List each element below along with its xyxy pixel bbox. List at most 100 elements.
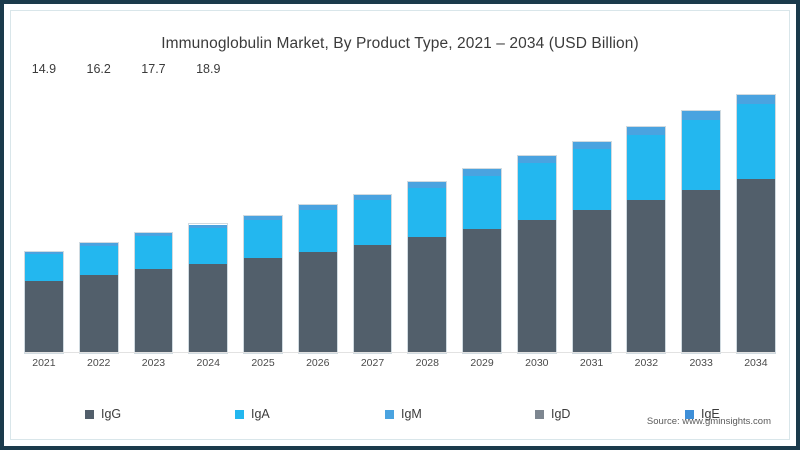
bar-segment-IgM[interactable] xyxy=(25,251,63,254)
bar-segment-IgG[interactable] xyxy=(682,189,721,353)
bar-group-2032[interactable] xyxy=(627,81,666,353)
bar-segment-IgA[interactable] xyxy=(408,188,447,237)
stacked-bar[interactable] xyxy=(572,141,611,353)
bar-segment-IgG[interactable] xyxy=(627,200,666,353)
bar-segment-IgM[interactable] xyxy=(134,232,173,237)
bar-segment-IgA[interactable] xyxy=(79,245,118,276)
chart-legend: IgG IgA IgM IgD IgE xyxy=(25,403,775,425)
x-tick-2021: 2021 xyxy=(32,357,56,369)
bar-group-2024[interactable]: 18.9 xyxy=(189,62,228,353)
bar-segment-IgG[interactable] xyxy=(25,280,63,353)
bar-segment-IgA[interactable] xyxy=(463,176,501,229)
source-attribution: Source: www.gminsights.com xyxy=(646,416,771,427)
stacked-bar[interactable] xyxy=(353,194,392,353)
bar-value-label: 17.7 xyxy=(141,62,166,76)
bar-segment-IgM[interactable] xyxy=(408,182,447,189)
stacked-bar[interactable] xyxy=(463,169,501,353)
bar-segment-IgM[interactable] xyxy=(189,224,228,228)
stacked-bar[interactable] xyxy=(25,251,63,353)
bar-segment-IgM[interactable] xyxy=(572,141,611,150)
stacked-bar[interactable] xyxy=(298,205,337,353)
stacked-bar[interactable] xyxy=(244,215,282,353)
x-tick-2029: 2029 xyxy=(470,357,494,369)
bar-segment-IgA[interactable] xyxy=(244,219,282,259)
bar-value-label: 18.9 xyxy=(196,62,221,76)
bar-segment-IgG[interactable] xyxy=(189,263,228,353)
bar-group-2027[interactable] xyxy=(353,81,392,353)
bar-series-container: 14.9 16.2 17.7 18.9 xyxy=(25,62,775,353)
stacked-bar[interactable] xyxy=(682,110,721,353)
bar-segment-IgG[interactable] xyxy=(244,258,282,353)
bar-group-2031[interactable] xyxy=(572,81,611,353)
bar-segment-IgA[interactable] xyxy=(736,104,775,179)
bar-segment-IgG[interactable] xyxy=(408,236,447,353)
bar-segment-IgG[interactable] xyxy=(353,244,392,353)
bar-group-2034[interactable] xyxy=(736,81,775,353)
legend-swatch-icon xyxy=(535,409,544,419)
bar-segment-IgG[interactable] xyxy=(134,269,173,353)
x-tick-2026: 2026 xyxy=(306,357,330,369)
bar-segment-IgG[interactable] xyxy=(736,178,775,353)
bar-segment-IgG[interactable] xyxy=(463,228,501,353)
bar-segment-IgM[interactable] xyxy=(353,194,392,201)
bar-segment-IgA[interactable] xyxy=(353,200,392,245)
bar-group-2030[interactable] xyxy=(517,81,556,353)
bar-group-2029[interactable] xyxy=(463,81,501,353)
bar-segment-IgM[interactable] xyxy=(517,155,556,164)
x-tick-2023: 2023 xyxy=(141,357,166,369)
bar-group-2028[interactable] xyxy=(408,81,447,353)
stacked-bar[interactable] xyxy=(79,242,118,353)
x-tick-2031: 2031 xyxy=(579,357,604,369)
stacked-bar[interactable] xyxy=(736,94,775,353)
bar-segment-IgM[interactable] xyxy=(682,110,721,120)
bar-segment-IgG[interactable] xyxy=(572,209,611,353)
bar-segment-IgM[interactable] xyxy=(298,205,337,211)
bar-segment-IgM[interactable] xyxy=(79,242,118,246)
bar-segment-IgA[interactable] xyxy=(517,163,556,220)
bar-group-2026[interactable] xyxy=(298,81,337,353)
legend-swatch-icon xyxy=(235,409,244,419)
bar-segment-IgA[interactable] xyxy=(682,119,721,190)
bar-segment-IgA[interactable] xyxy=(134,236,173,270)
bar-segment-IgA[interactable] xyxy=(572,149,611,210)
bar-value-label: 14.9 xyxy=(31,62,57,76)
legend-item-IgE[interactable]: IgE xyxy=(625,407,775,421)
bar-segment-IgM[interactable] xyxy=(736,94,775,105)
legend-swatch-icon xyxy=(685,409,694,419)
legend-item-IgD[interactable]: IgD xyxy=(475,407,625,421)
legend-item-IgA[interactable]: IgA xyxy=(175,407,325,421)
x-axis-line xyxy=(25,352,775,353)
bar-group-2033[interactable] xyxy=(682,81,721,353)
plot-area: 14.9 16.2 17.7 18.9 xyxy=(25,62,775,353)
stacked-bar[interactable] xyxy=(517,155,556,353)
legend-item-IgG[interactable]: IgG xyxy=(25,407,175,421)
bar-segment-IgG[interactable] xyxy=(298,251,337,353)
bar-group-2023[interactable]: 17.7 xyxy=(134,62,173,353)
bar-segment-IgM[interactable] xyxy=(244,215,282,220)
bar-segment-IgA[interactable] xyxy=(627,134,666,201)
legend-label: IgG xyxy=(101,407,122,421)
x-tick-2030: 2030 xyxy=(525,357,549,369)
bar-group-2021[interactable]: 14.9 xyxy=(25,62,63,353)
bar-segment-IgM[interactable] xyxy=(463,169,501,177)
legend-item-IgM[interactable]: IgM xyxy=(325,407,475,421)
bar-group-2022[interactable]: 16.2 xyxy=(79,62,118,353)
bar-segment-IgM[interactable] xyxy=(627,126,666,135)
bar-segment-IgA[interactable] xyxy=(189,227,228,264)
legend-swatch-icon xyxy=(385,409,394,419)
bar-value-label: 16.2 xyxy=(86,62,111,76)
bar-segment-IgG[interactable] xyxy=(79,275,118,353)
bar-segment-IgA[interactable] xyxy=(298,210,337,252)
x-tick-2022: 2022 xyxy=(87,357,111,369)
stacked-bar[interactable] xyxy=(408,182,447,353)
legend-label: IgA xyxy=(251,407,270,421)
legend-swatch-icon xyxy=(85,409,94,419)
bar-group-2025[interactable] xyxy=(244,81,282,353)
x-axis-tick-labels: 2021 2022 2023 2024 2025 2026 2027 2028 2029 2030… xyxy=(25,357,775,375)
bar-segment-IgG[interactable] xyxy=(517,219,556,353)
bar-segment-IgA[interactable] xyxy=(25,253,63,281)
stacked-bar[interactable] xyxy=(627,126,666,353)
stacked-bar[interactable] xyxy=(134,232,173,353)
stacked-bar[interactable] xyxy=(189,224,228,353)
